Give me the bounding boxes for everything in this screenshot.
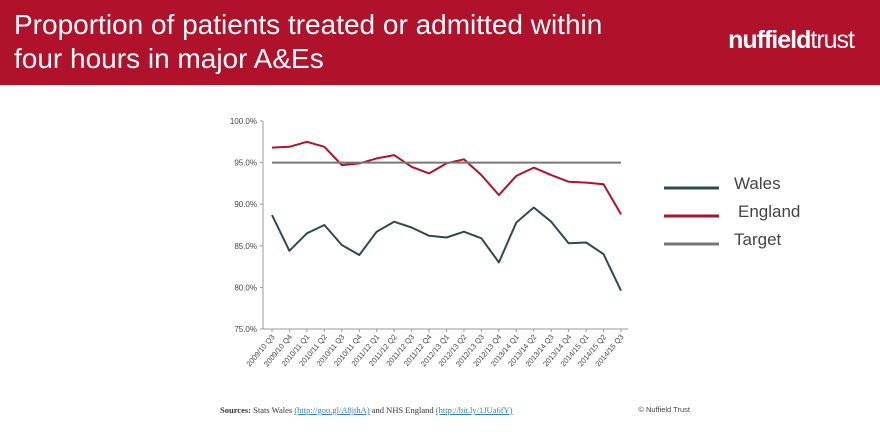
copyright-note: © Nuffield Trust [638,405,690,414]
legend-label-england: England [738,202,800,221]
chart-title: Proportion of patients treated or admitt… [14,9,603,74]
logo-part-2: trust [810,26,855,54]
series-line-wales [271,206,622,292]
legend-label-wales: Wales [734,174,781,193]
y-tick-label: 80.0% [234,283,257,292]
sources-label: Sources: [220,405,252,415]
legend-label-target: Target [734,230,782,249]
header-banner: Proportion of patients treated or admitt… [0,0,880,85]
sources-link-nhs-england[interactable]: (http://bit.ly/1JUa6fY) [435,405,513,415]
y-tick-label: 85.0% [234,242,257,251]
sources-stats-wales: Stats Wales [253,405,293,415]
y-tick-label: 100.0% [230,117,257,126]
y-tick-label: 90.0% [234,200,257,209]
series-line-england [271,140,622,215]
sources-link-stats-wales[interactable]: (http://goo.gl/A8jthA) [294,405,370,415]
nuffield-trust-logo: nuffieldtrust [728,26,855,55]
y-tick-label: 95.0% [234,159,257,168]
y-tick-label: 75.0% [234,325,257,334]
logo-part-1: nuffield [728,26,811,54]
sources-note: Sources: Stats Wales (http://goo.gl/A8jt… [220,405,513,415]
sources-and-nhs: and NHS England [371,405,434,415]
